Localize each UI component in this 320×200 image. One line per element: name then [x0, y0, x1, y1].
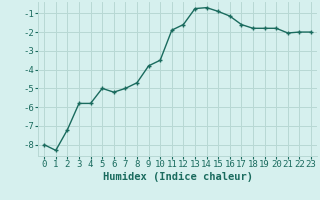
X-axis label: Humidex (Indice chaleur): Humidex (Indice chaleur) [103, 172, 252, 182]
